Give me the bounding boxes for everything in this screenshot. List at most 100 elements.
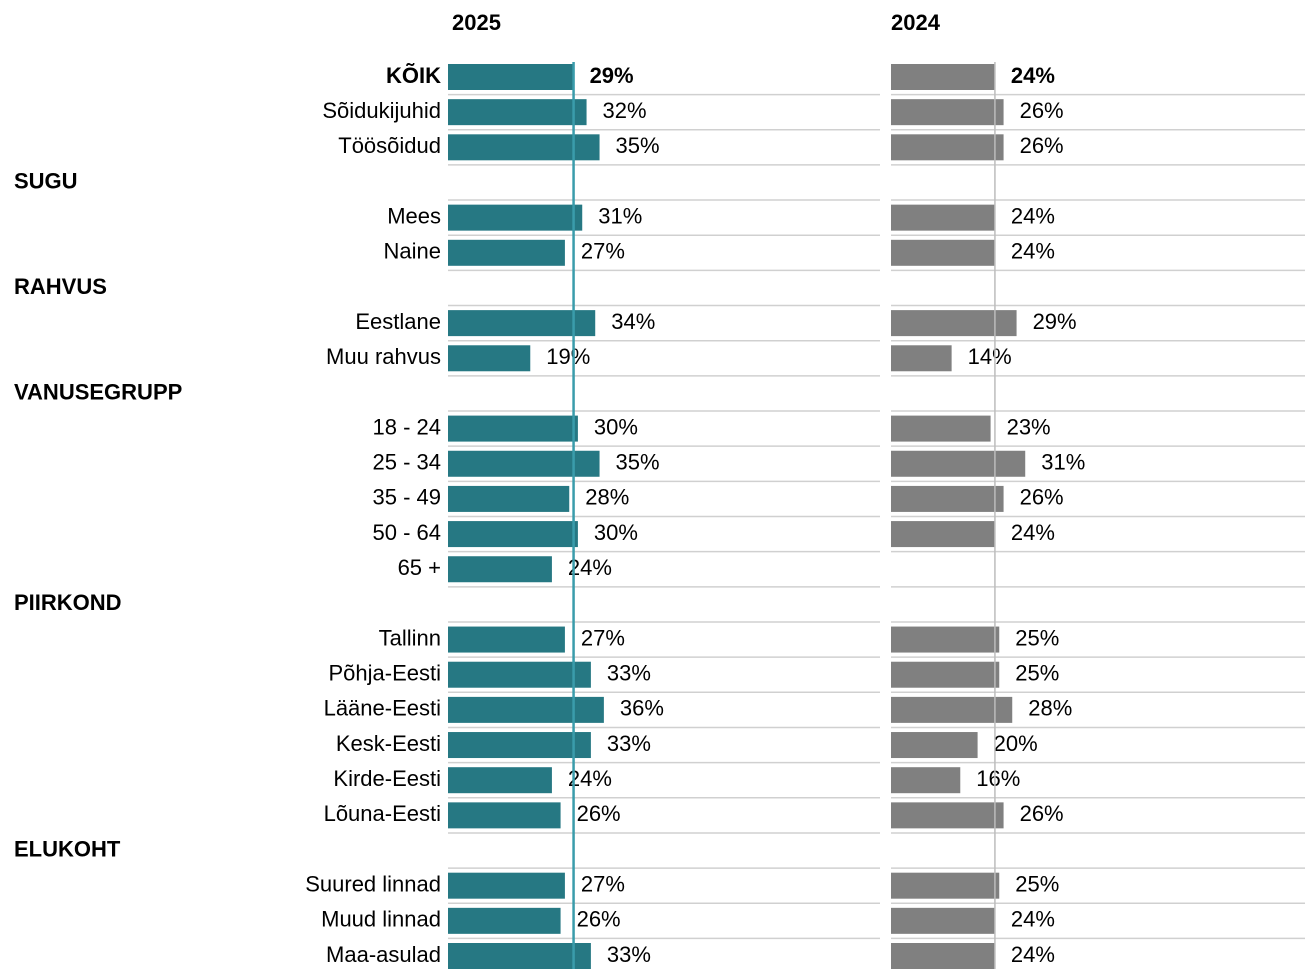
value-label: 27% <box>581 239 625 264</box>
bar <box>891 134 1004 161</box>
bar <box>448 661 591 688</box>
group-header: SUGU <box>14 168 78 193</box>
bar <box>448 415 578 442</box>
bar <box>448 64 574 90</box>
bar <box>448 943 591 969</box>
bar <box>448 134 600 161</box>
value-label: 31% <box>1041 450 1085 475</box>
value-label: 31% <box>598 203 642 228</box>
category-label: 50 - 64 <box>373 520 442 545</box>
value-label: 26% <box>577 801 621 826</box>
category-label: Töösõidud <box>338 133 441 158</box>
category-label: Suured linnad <box>305 871 441 896</box>
value-label: 24% <box>1011 520 1055 545</box>
category-label: 25 - 34 <box>373 450 442 475</box>
value-label: 36% <box>620 696 664 721</box>
value-label: 24% <box>568 766 612 791</box>
value-label: 25% <box>1015 625 1059 650</box>
category-label: Mees <box>387 203 441 228</box>
value-label: 34% <box>611 309 655 334</box>
bar <box>891 802 1004 829</box>
bar <box>448 696 604 723</box>
bar <box>891 450 1026 477</box>
category-label: KÕIK <box>386 63 441 88</box>
category-label: Tallinn <box>379 625 441 650</box>
bar <box>891 943 995 969</box>
value-label: 35% <box>616 450 660 475</box>
bar <box>448 239 565 266</box>
bar <box>891 626 1000 653</box>
group-header: VANUSEGRUPP <box>14 379 182 404</box>
bar <box>891 99 1004 126</box>
category-label: Eestlane <box>355 309 441 334</box>
value-label: 29% <box>1033 309 1077 334</box>
category-label: Kirde-Eesti <box>333 766 441 791</box>
bar <box>891 872 1000 899</box>
bar <box>448 450 600 477</box>
group-header: PIIRKOND <box>14 590 122 615</box>
value-label: 26% <box>1020 485 1064 510</box>
category-label: 65 + <box>398 555 441 580</box>
bar <box>448 204 583 231</box>
value-label: 24% <box>1011 907 1055 932</box>
category-label: Lõuna-Eesti <box>324 801 441 826</box>
value-label: 14% <box>968 344 1012 369</box>
bar <box>891 64 995 90</box>
category-label: Kesk-Eesti <box>336 731 441 756</box>
value-label: 24% <box>1011 203 1055 228</box>
group-header: ELUKOHT <box>14 836 121 861</box>
value-label: 26% <box>577 907 621 932</box>
value-label: 33% <box>607 731 651 756</box>
bar <box>448 310 596 337</box>
bar <box>891 696 1013 723</box>
bar <box>448 521 578 548</box>
category-label: Lääne-Eesti <box>324 696 441 721</box>
value-label: 20% <box>994 731 1038 756</box>
bar <box>891 767 961 794</box>
value-label: 25% <box>1015 871 1059 896</box>
category-label: Maa-asulad <box>326 942 441 967</box>
value-label: 25% <box>1015 661 1059 686</box>
value-label: 19% <box>546 344 590 369</box>
category-label: Muud linnad <box>321 907 441 932</box>
bar <box>448 767 552 794</box>
group-header: RAHVUS <box>14 274 107 299</box>
value-label: 29% <box>590 63 634 88</box>
value-label: 28% <box>1028 696 1072 721</box>
value-label: 28% <box>585 485 629 510</box>
bar <box>891 310 1017 337</box>
value-label: 33% <box>607 942 651 967</box>
bar <box>891 521 995 548</box>
value-label: 16% <box>976 766 1020 791</box>
bar <box>448 732 591 759</box>
value-label: 27% <box>581 625 625 650</box>
category-label: 35 - 49 <box>373 485 442 510</box>
bar <box>891 907 995 934</box>
bar <box>448 485 570 512</box>
value-label: 27% <box>581 871 625 896</box>
value-label: 24% <box>1011 942 1055 967</box>
value-label: 24% <box>1011 239 1055 264</box>
bar <box>448 907 561 934</box>
bar <box>448 626 565 653</box>
bar <box>891 661 1000 688</box>
value-label: 26% <box>1020 133 1064 158</box>
value-label: 30% <box>594 414 638 439</box>
value-label: 24% <box>1011 63 1055 88</box>
category-label: Naine <box>384 239 441 264</box>
value-label: 35% <box>616 133 660 158</box>
category-label: Põhja-Eesti <box>328 661 441 686</box>
value-label: 30% <box>594 520 638 545</box>
bar <box>448 802 561 829</box>
bar <box>891 239 995 266</box>
bar <box>448 99 587 126</box>
series-title: 2025 <box>452 10 501 35</box>
bar <box>448 345 531 372</box>
value-label: 33% <box>607 661 651 686</box>
bar <box>891 485 1004 512</box>
bar <box>448 872 565 899</box>
value-label: 32% <box>603 98 647 123</box>
series-title: 2024 <box>891 10 941 35</box>
